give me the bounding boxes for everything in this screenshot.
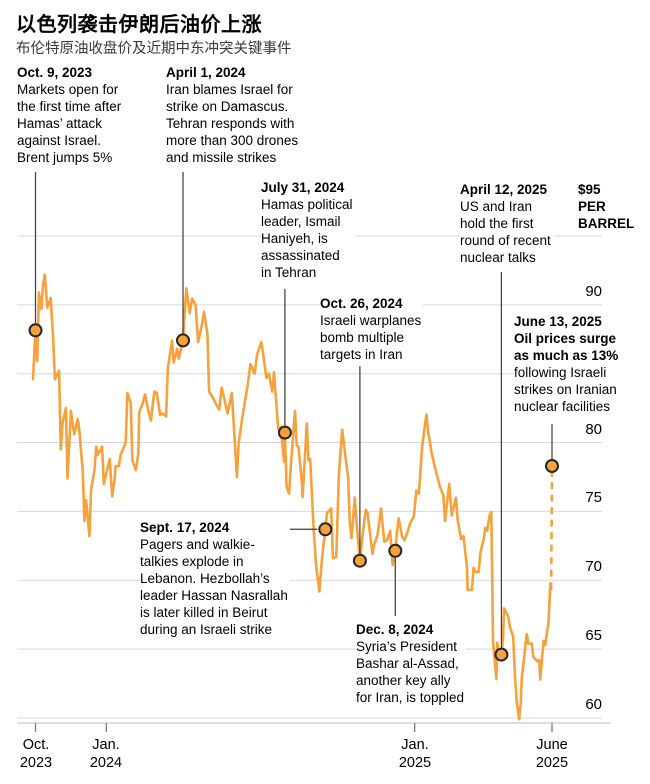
- event-date: April 12, 2025: [460, 182, 548, 197]
- x-axis-label-line: 2025: [398, 755, 432, 771]
- event-date: Oct. 9, 2023: [17, 65, 93, 80]
- event-marker-jul31: [277, 425, 292, 440]
- dashed-surge-line: [549, 470, 554, 590]
- y-axis-label-90: 90: [585, 283, 602, 300]
- event-annotation-jun13: June 13, 2025 Oil prices surge as much as …: [514, 313, 621, 416]
- x-axis-label-line: June: [536, 737, 568, 753]
- event-text-line: in Tehran: [261, 265, 317, 280]
- event-marker-apr12: [494, 647, 509, 662]
- event-text-line: and missile strikes: [166, 150, 277, 165]
- event-text-line: during an Israeli strike: [140, 622, 273, 637]
- unit-label-line: $95: [578, 182, 601, 197]
- y-axis-label-70: 70: [585, 558, 602, 575]
- event-text-line: Brent jumps 5%: [17, 150, 113, 165]
- event-text-line: bomb multiple: [320, 330, 405, 345]
- event-date: April 1, 2024: [166, 65, 246, 80]
- y-axis-unit-label: $95 PER BARREL: [578, 181, 634, 232]
- event-text-line: hold the first: [460, 216, 534, 231]
- event-annotation-jul31: July 31, 2024 Hamas political leader, Isma…: [261, 179, 355, 282]
- event-date: Dec. 8, 2024: [356, 622, 434, 637]
- y-axis-label-60: 60: [585, 696, 602, 713]
- page-title: 以色列袭击伊朗后油价上涨: [16, 14, 262, 36]
- event-text-line: following Israeli: [514, 365, 607, 380]
- event-text-line: Oil prices surge: [514, 331, 617, 346]
- unit-label-line: PER: [578, 199, 606, 214]
- y-axis-label-75: 75: [585, 489, 602, 506]
- event-text-line: Hamas’ attack: [17, 116, 103, 131]
- event-date: Sept. 17, 2024: [140, 520, 230, 535]
- unit-label-line: BARREL: [578, 216, 635, 231]
- event-text-line: Markets open for: [17, 82, 119, 97]
- event-text-line: Iran blames Israel for: [166, 82, 293, 97]
- event-marker-apr1: [176, 333, 190, 348]
- event-text-line: leader Hassan Nasrallah: [140, 588, 288, 603]
- event-text-line: Israeli warplanes: [320, 313, 422, 328]
- event-date: June 13, 2025: [514, 314, 602, 329]
- event-date: July 31, 2024: [261, 180, 345, 195]
- event-text-line: Bashar al-Assad,: [356, 656, 459, 671]
- event-marker-oct26: [352, 553, 367, 568]
- event-text-line: is later killed in Beirut: [140, 605, 268, 620]
- x-axis-label-line: 2023: [19, 755, 53, 771]
- y-axis-label-65: 65: [585, 627, 602, 644]
- event-annotation-oct26: Oct. 26, 2024 Israeli warplanes bomb multi…: [320, 295, 424, 364]
- event-date: Oct. 26, 2024: [320, 296, 403, 311]
- event-text-line: Pagers and walkie-: [140, 537, 255, 552]
- x-axis-label-Oct.-2023: Oct. 2023: [4, 736, 68, 772]
- event-annotation-oct9: Oct. 9, 2023 Markets open for the first ti…: [17, 64, 124, 167]
- event-text-line: US and Iran: [460, 199, 533, 214]
- event-marker-dec8: [388, 543, 403, 558]
- x-axis-label-line: 2024: [89, 755, 123, 771]
- event-text-line: Syria’s President: [356, 639, 458, 654]
- y-axis-label-80: 80: [585, 421, 602, 438]
- x-axis-label-line: 2025: [535, 755, 569, 771]
- event-marker-oct9: [28, 323, 43, 338]
- event-text-line: Hamas political: [261, 197, 353, 212]
- event-text-line: against Israel.: [17, 133, 102, 148]
- x-axis-label-June-2025: June 2025: [520, 736, 584, 772]
- event-annotation-apr1: April 1, 2024 Iran blames Israel for strik…: [166, 64, 301, 167]
- x-axis-label-line: Jan.: [92, 737, 120, 753]
- event-text-line: talkies explode in: [140, 554, 244, 569]
- event-text-line: another key ally: [356, 673, 451, 688]
- event-text-line: Tehran responds with: [166, 116, 295, 131]
- event-marker-jun13: [545, 459, 559, 473]
- brent-price-line: [31, 273, 553, 721]
- event-text-line: nuclear facilities: [514, 399, 611, 414]
- event-annotation-sep17: Sept. 17, 2024 Pagers and walkie-talkies …: [140, 519, 290, 639]
- event-marker-sep17: [318, 522, 333, 537]
- event-text-line: as much as 13%: [514, 348, 619, 363]
- event-text-line: strikes on Iranian: [514, 382, 617, 397]
- event-text-line: Lebanon. Hezbollah’s: [140, 571, 270, 586]
- event-text-line: round of recent: [460, 233, 551, 248]
- event-text-line: targets in Iran: [320, 347, 403, 362]
- event-annotation-dec8: Dec. 8, 2024 Syria’s President Bashar al-A…: [356, 621, 467, 707]
- event-text-line: strike on Damascus.: [166, 99, 289, 114]
- x-axis-label-line: Jan.: [401, 737, 429, 753]
- event-text-line: assassinated: [261, 248, 340, 263]
- event-text-line: more than 300 drones: [166, 133, 299, 148]
- x-axis-label-Jan.-2025: Jan. 2025: [383, 736, 447, 772]
- event-text-line: nuclear talks: [460, 250, 536, 265]
- event-text-line: Haniyeh, is: [261, 231, 328, 246]
- event-text-line: for Iran, is toppled: [356, 690, 465, 705]
- x-axis-label-Jan.-2024: Jan. 2024: [74, 736, 138, 772]
- page-subtitle: 布伦特原油收盘价及近期中东冲突关键事件: [16, 41, 292, 57]
- event-text-line: the first time after: [17, 99, 122, 114]
- x-axis-label-line: Oct.: [22, 737, 50, 753]
- event-annotation-apr12: April 12, 2025 US and Iran hold the first r…: [460, 181, 553, 267]
- event-text-line: leader, Ismail: [261, 214, 341, 229]
